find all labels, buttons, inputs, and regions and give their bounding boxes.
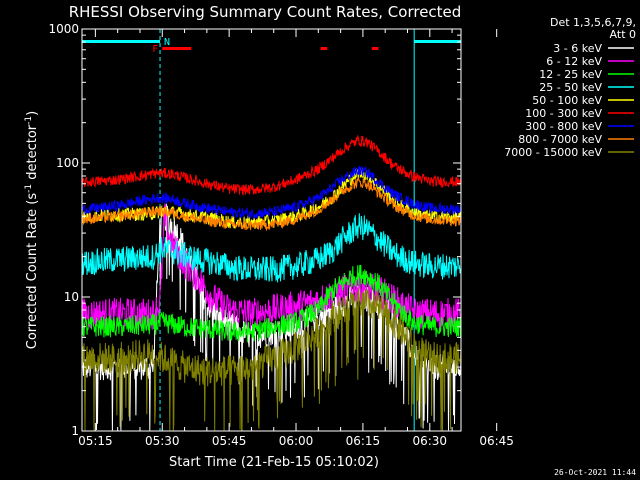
legend-entry-label: 100 - 300 keV xyxy=(525,107,602,120)
y-axis-label: Corrected Count Rate (s-1 detector-1) xyxy=(24,111,40,349)
legend-entry-label: 800 - 7000 keV xyxy=(518,133,602,146)
y-axis-label-exp1: -1 xyxy=(24,184,34,193)
flare-flag-bar xyxy=(162,47,192,50)
timestamp: 26-Oct-2021 11:44 xyxy=(554,468,636,477)
legend-entry-label: 50 - 100 keV xyxy=(532,94,602,107)
legend-entry-label: 300 - 800 keV xyxy=(525,120,602,133)
y-axis-label-main: Corrected Count Rate (s xyxy=(25,193,40,350)
night-flag-bar xyxy=(82,40,161,43)
legend-entry-label: 25 - 50 keV xyxy=(539,81,602,94)
y-tick-label: 10 xyxy=(64,290,79,304)
series-line xyxy=(82,177,461,232)
y-tick-label: 1 xyxy=(71,424,79,438)
night-flag-bar xyxy=(414,40,461,43)
legend-entry-label: 7000 - 15000 keV xyxy=(504,146,602,159)
flare-flag-bar xyxy=(320,47,328,50)
y-axis-label-exp2: -1 xyxy=(24,116,34,125)
y-axis-label-end: ) xyxy=(25,111,40,116)
x-tick-label: 06:15 xyxy=(346,434,381,448)
x-tick-label: 05:45 xyxy=(212,434,247,448)
legend-entry-label: 12 - 25 keV xyxy=(539,68,602,81)
series-line xyxy=(82,165,461,220)
legend-header-2: Att 0 xyxy=(610,28,636,41)
legend-header-1: Det 1,3,5,6,7,9, xyxy=(550,16,636,29)
night-flag-label: N xyxy=(164,37,170,48)
y-axis-label-mid: detector xyxy=(25,124,40,184)
series-line xyxy=(82,134,461,196)
x-tick-label: 06:00 xyxy=(279,434,314,448)
series-line xyxy=(82,213,461,283)
chart-title: RHESSI Observing Summary Count Rates, Co… xyxy=(69,3,462,21)
series-line xyxy=(82,287,461,431)
x-tick-label: 06:45 xyxy=(479,434,514,448)
plot-frame xyxy=(81,28,462,432)
series-layer xyxy=(82,134,461,431)
axis-layer: 1 10 100 1000 05:15 05:30 05:45 06:00 06:15 06:30… xyxy=(48,22,514,448)
x-tick-label: 06:30 xyxy=(412,434,447,448)
series-line xyxy=(82,167,461,230)
legend-entry-label: 3 - 6 keV xyxy=(553,42,602,55)
x-axis-label: Start Time (21-Feb-15 05:10:02) xyxy=(169,455,379,470)
x-tick-label: 05:15 xyxy=(78,434,113,448)
plot-area: NF 1 10 100 1000 05:15 05:30 05:45 06:00 06:15 06… xyxy=(48,22,514,448)
y-tick-label: 1000 xyxy=(48,22,79,36)
series-line xyxy=(82,264,461,343)
x-tick-label: 05:30 xyxy=(145,434,180,448)
flare-flag-bar xyxy=(371,47,379,50)
legend-entry-label: 6 - 12 keV xyxy=(546,55,602,68)
y-tick-label: 100 xyxy=(56,156,79,170)
flare-flag-label: F xyxy=(152,44,158,55)
